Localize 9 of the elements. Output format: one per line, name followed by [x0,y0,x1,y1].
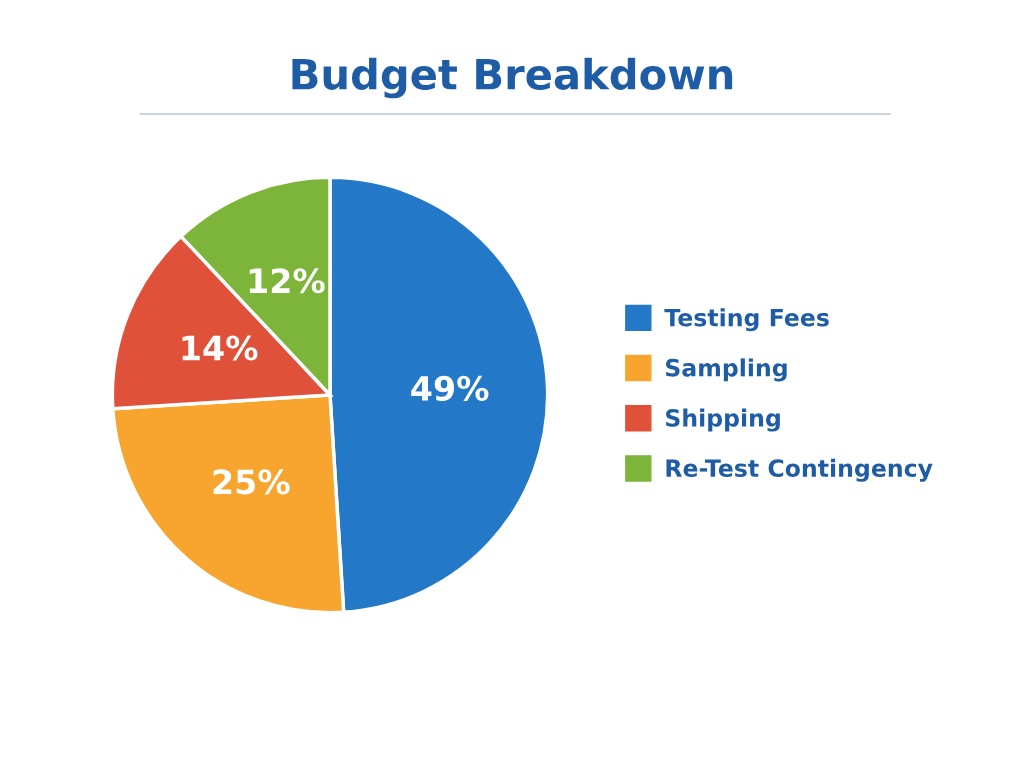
data-label: 14% [182,335,258,361]
chart-title: Budget Breakdown [292,57,733,99]
legend-label: Sampling [666,358,787,382]
data-label: 25% [213,469,290,495]
legend-label: Re-Test Contingency [666,458,933,482]
legend-label: Shipping [666,408,780,432]
legend-label: Testing Fees [664,308,829,332]
data-label: 12% [249,268,325,294]
data-label: 49% [411,375,489,401]
